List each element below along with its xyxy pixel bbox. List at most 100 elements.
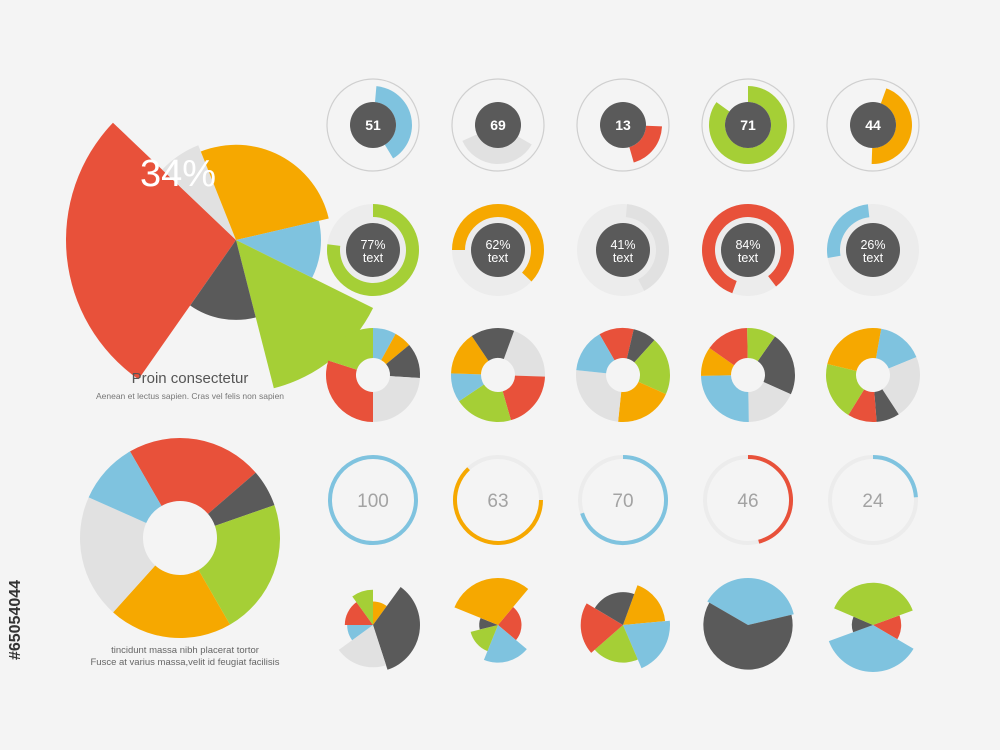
percent-ring-5: 26%text [827, 204, 919, 296]
side-id-text: #65054044 [7, 579, 24, 661]
percent-ring-sub: text [363, 251, 384, 265]
exploded-pie-slice-5 [454, 578, 529, 625]
exploded-pie-slice-2 [373, 586, 420, 670]
multi-donut-slice-5 [451, 336, 489, 375]
gauge-value: 71 [740, 117, 756, 133]
gauge-3: 13 [576, 78, 670, 172]
gauge-5: 44 [826, 78, 920, 172]
side-id: #65054044 [6, 520, 26, 720]
percent-ring-arc [701, 203, 794, 294]
thin-ring-5: 24 [828, 455, 918, 545]
exploded-pie-slice-2 [483, 625, 527, 663]
big-pie-slice-3 [200, 144, 329, 240]
exploded-pie-slice-4 [479, 617, 498, 630]
thin-ring-value: 46 [737, 491, 758, 512]
gauge-arc [871, 88, 913, 165]
thin-ring-1: 100 [328, 455, 418, 545]
exploded-pie-4 [703, 578, 794, 670]
multi-donut-slice-4 [848, 389, 877, 422]
gauge-4: 71 [701, 78, 795, 172]
thin-ring-value: 70 [612, 491, 633, 512]
thin-ring-4: 46 [703, 455, 793, 545]
percent-ring-4: 84%text [701, 203, 794, 296]
big-donut [80, 438, 280, 638]
big-pie: 34% [65, 122, 374, 389]
multi-donut-slice-5 [575, 370, 622, 422]
big-pie-label: 34% [140, 153, 216, 195]
percent-ring-value: 26% [860, 238, 885, 252]
exploded-pie-5 [828, 582, 914, 673]
multi-donut-slice-2 [502, 375, 545, 421]
percent-ring-arc [452, 204, 544, 282]
multi-donut-4 [701, 328, 795, 422]
exploded-pie-slice-3 [594, 625, 638, 663]
exploded-pie-slice-3 [338, 625, 387, 668]
exploded-pie-slice-2 [828, 625, 914, 673]
multi-donut-slice-3 [386, 345, 420, 378]
exploded-pie-slice-4 [580, 603, 623, 653]
thin-ring-value: 63 [487, 491, 508, 512]
multi-donut-slice-1 [373, 328, 396, 361]
multi-donut-slice-4 [373, 376, 420, 422]
thin-ring-arc [328, 455, 418, 545]
multi-donut-slice-2 [626, 329, 655, 363]
multi-donut-slice-2 [882, 357, 920, 415]
percent-ring-sub: text [488, 251, 509, 265]
big-pie-slice-4 [236, 220, 322, 278]
multi-donut-slice-1 [757, 336, 795, 395]
percent-ring-value: 41% [610, 238, 635, 252]
percent-ring-value: 62% [485, 238, 510, 252]
percent-ring-sub: text [863, 251, 884, 265]
gauge-arc [629, 125, 662, 163]
exploded-pie-3 [580, 585, 670, 669]
gauge-value: 69 [490, 117, 506, 133]
gauge-arc [709, 86, 787, 164]
percent-ring-arc [827, 204, 870, 258]
gauge-arc [375, 86, 412, 159]
gauge-center [600, 102, 646, 148]
multi-donut-slice-6 [747, 328, 775, 362]
multi-donut-slice-5 [826, 363, 865, 416]
multi-donut-1 [325, 328, 420, 422]
big-donut-slice-6 [88, 451, 162, 523]
exploded-pie-slice-3 [470, 625, 498, 652]
percent-ring-center [721, 223, 775, 277]
exploded-pie-slice-5 [344, 602, 373, 625]
exploded-pie-slice-6 [352, 589, 373, 625]
multi-donut-slice-2 [748, 381, 791, 422]
percent-ring-arc [625, 204, 669, 291]
exploded-pie-2 [454, 578, 529, 663]
big-pie-slice-6 [190, 240, 256, 320]
gauge-1: 51 [326, 78, 420, 172]
multi-donut-slice-6 [827, 328, 882, 372]
percent-ring-center [471, 223, 525, 277]
exploded-pie-slice-4 [347, 625, 373, 641]
exploded-pie-slice-3 [851, 616, 873, 633]
percent-ring-center [846, 223, 900, 277]
gauge-center [725, 102, 771, 148]
percent-ring-center [596, 223, 650, 277]
big-donut-slice-1 [130, 438, 256, 514]
multi-donut-slice-4 [701, 348, 735, 376]
big-donut-slice-3 [198, 505, 280, 625]
gauge-center [475, 102, 521, 148]
multi-donut-2 [450, 327, 545, 422]
multi-donut-slice-1 [875, 328, 917, 369]
percent-ring-sub: text [738, 251, 759, 265]
gauge-arc [462, 134, 532, 164]
caption-line-2: Fusce at varius massa,velit id feugiat f… [90, 657, 280, 668]
gauge-center [850, 102, 896, 148]
caption-lower: tincidunt massa nibh placerat tortor Fus… [60, 645, 310, 669]
multi-donut-slice-1 [503, 330, 545, 377]
exploded-pie-slice-1 [498, 606, 522, 641]
thin-ring-3: 70 [578, 455, 668, 545]
exploded-pie-slice-2 [623, 620, 670, 669]
percent-ring-sub: text [613, 251, 634, 265]
multi-donut-slice-2 [381, 333, 410, 365]
exploded-pie-slice-1 [623, 585, 666, 625]
multi-donut-slice-6 [328, 328, 373, 370]
percent-ring-center [346, 223, 400, 277]
percent-ring-2: 62%text [452, 204, 544, 296]
thin-ring-arc [453, 467, 543, 545]
